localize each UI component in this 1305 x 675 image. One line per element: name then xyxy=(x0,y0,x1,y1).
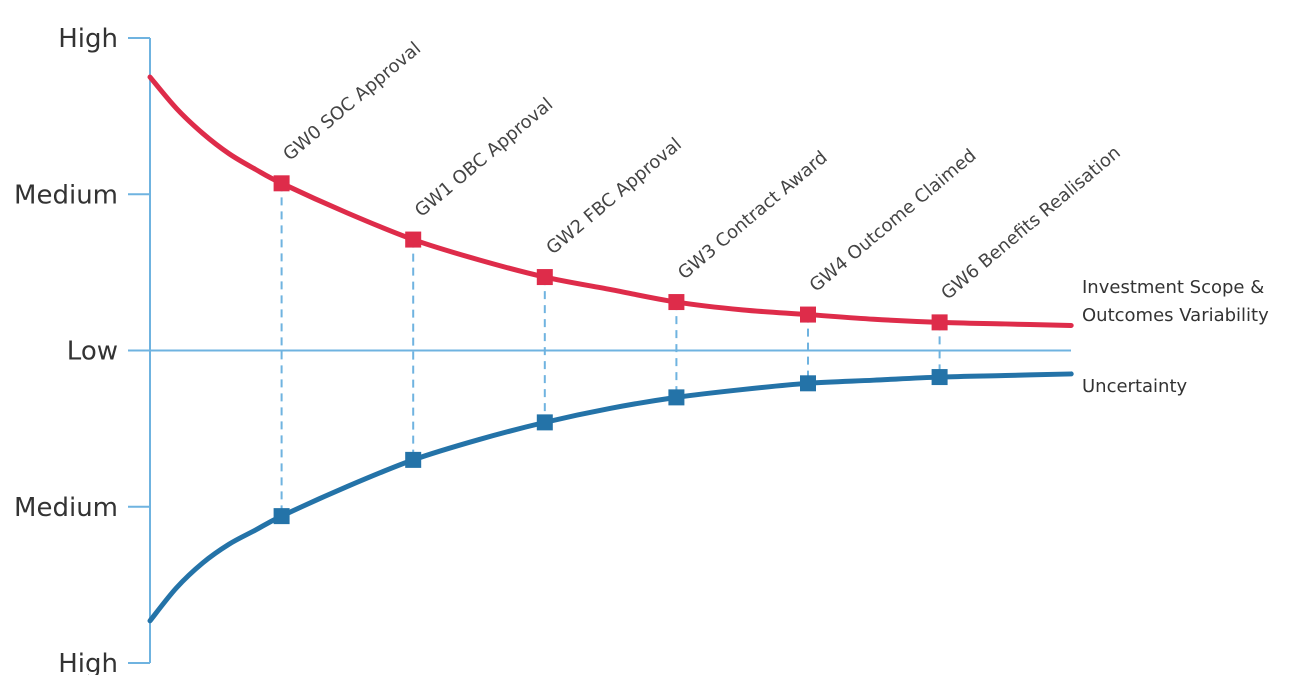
scope-variability-line xyxy=(147,74,1074,328)
uncertainty-label: Uncertainty xyxy=(1082,376,1188,397)
uncertainty-marker xyxy=(668,389,685,406)
scope-variability-marker xyxy=(536,269,553,286)
gate-label: GW2 FBC Approval xyxy=(543,134,686,259)
connector-lines xyxy=(280,183,941,517)
scope-variability-marker xyxy=(668,294,685,311)
y-axis: High Medium Low Medium High xyxy=(14,24,1071,675)
uncertainty-marker xyxy=(800,375,816,392)
scope-variability-marker xyxy=(931,314,948,331)
gate-label: GW1 OBC Approval xyxy=(411,94,557,221)
series-markers xyxy=(273,175,948,525)
uncertainty-marker xyxy=(931,369,948,386)
y-tick-label: Medium xyxy=(14,180,118,210)
scope-variability-marker xyxy=(405,231,422,248)
gate-label: GW0 SOC Approval xyxy=(279,38,425,165)
uncertainty-marker xyxy=(273,508,290,525)
uncertainty-marker xyxy=(405,451,422,468)
scope-variability-marker xyxy=(800,306,816,323)
gate-label: GW3 Contract Award xyxy=(674,147,831,284)
scope-variability-label: Investment Scope & xyxy=(1082,277,1264,298)
series-labels: Investment Scope & Outcomes Variability Un… xyxy=(1082,277,1269,397)
uncertainty-line xyxy=(147,371,1074,624)
scope-variability-label: Outcomes Variability xyxy=(1082,305,1269,326)
y-tick-label: Medium xyxy=(14,493,118,523)
uncertainty-marker xyxy=(536,414,553,431)
y-tick-label: High xyxy=(58,649,118,675)
y-tick-label: High xyxy=(58,24,118,54)
scope-variability-marker xyxy=(273,175,290,192)
series-curves xyxy=(147,74,1074,624)
y-tick-label: Low xyxy=(67,337,118,367)
